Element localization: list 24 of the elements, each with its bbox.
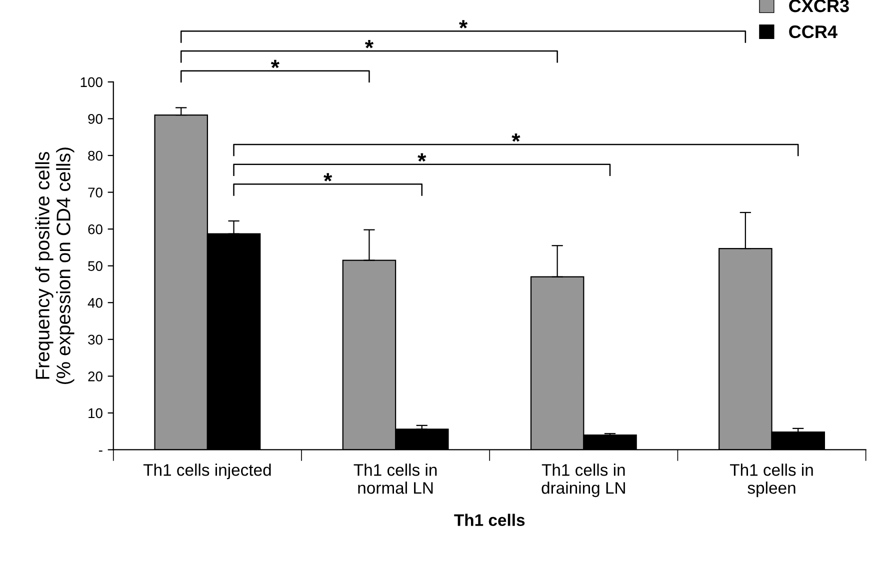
x-tick-label: Th1 cells in spleen — [730, 464, 813, 498]
y-tick-label: 50 — [88, 261, 102, 271]
x-axis-title: Th1 cells — [454, 514, 525, 526]
y-tick-label: 10 — [88, 408, 102, 418]
legend-label: CCR4 — [789, 25, 838, 38]
y-axis-title: Frequency of positive cells (% expession on CD4 cells) — [35, 148, 74, 384]
x-tick-label: Th1 cells in normal LN — [354, 464, 437, 494]
y-tick-label: 60 — [88, 224, 102, 234]
y-tick-label: 30 — [88, 334, 102, 345]
y-tick-label: 40 — [88, 298, 102, 308]
y-tick-label: 20 — [88, 372, 102, 382]
text: * — [270, 60, 280, 68]
y-tick-label: 70 — [88, 188, 102, 198]
text: * — [364, 40, 374, 48]
y-tick-label: 90 — [88, 114, 102, 124]
annotation: * — [324, 173, 332, 182]
y-tick-label: 100 — [80, 77, 102, 88]
y-tick-label: 80 — [88, 150, 102, 161]
annotation: * — [512, 133, 520, 142]
x-tick-label: Th1 cells injected — [143, 464, 271, 480]
text: * — [459, 20, 468, 28]
y-tick-label: - — [98, 450, 102, 452]
x-tick-label: Th1 cells in draining LN — [542, 464, 625, 498]
annotation: * — [418, 153, 426, 162]
